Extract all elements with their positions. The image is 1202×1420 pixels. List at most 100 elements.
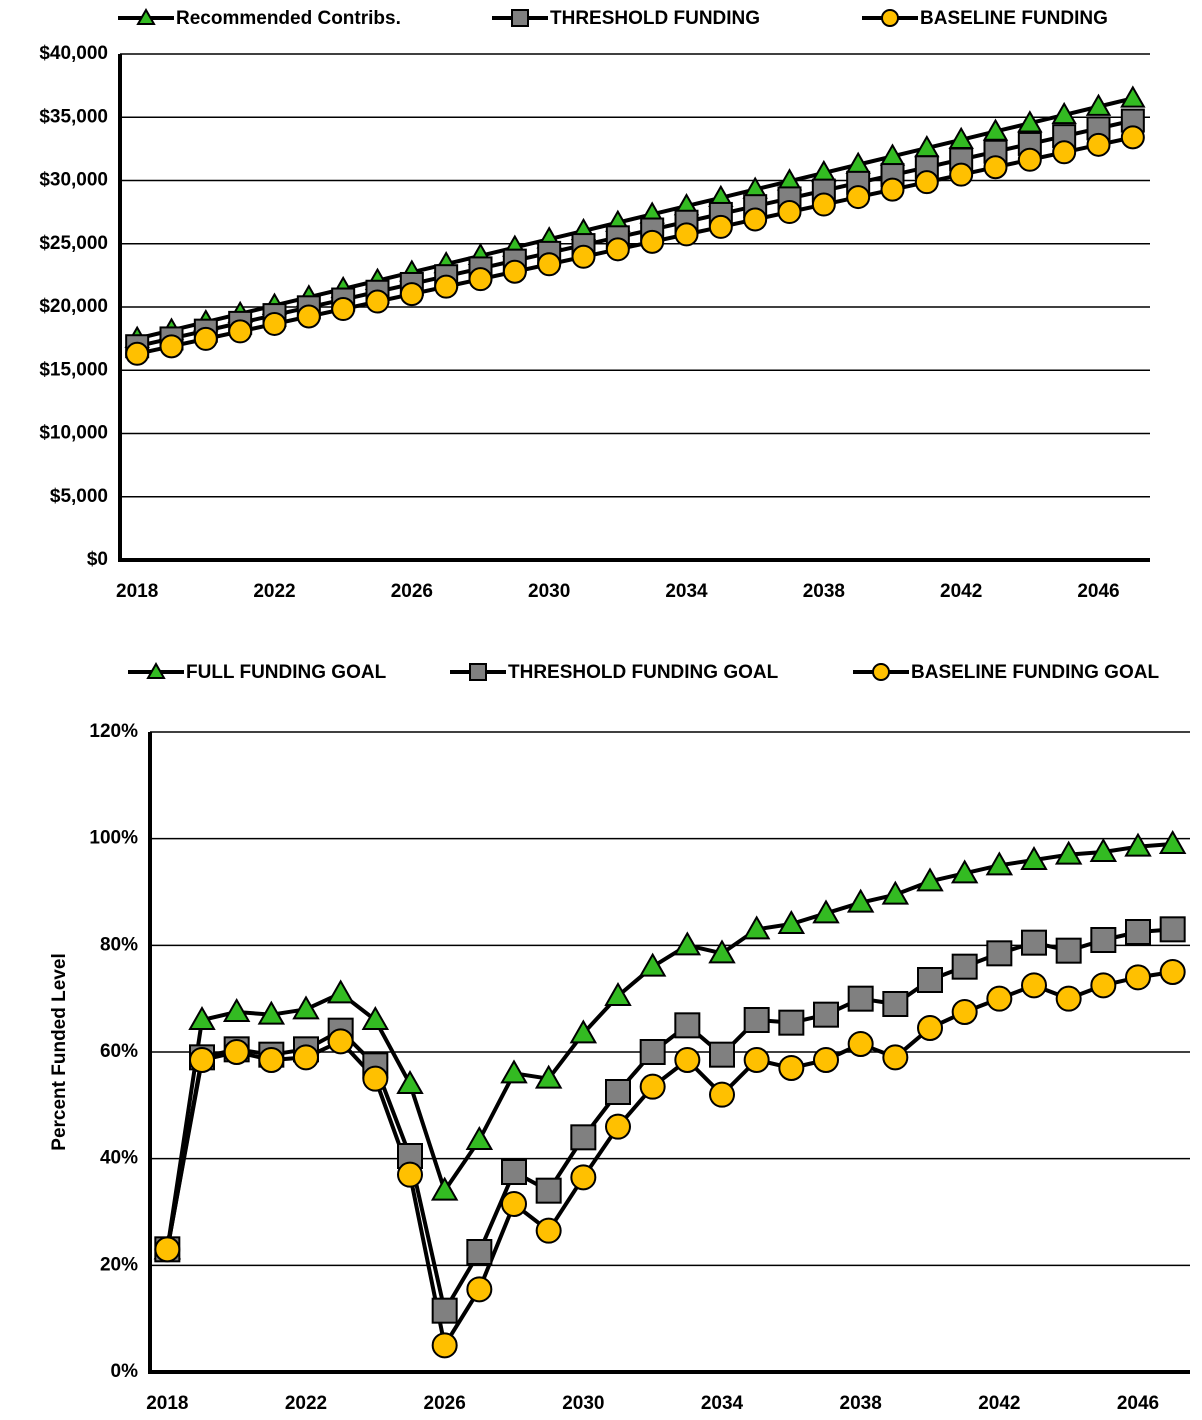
x-tick-label: 2030: [562, 1393, 604, 1414]
x-tick-label: 2042: [940, 581, 982, 602]
marker: [914, 170, 939, 195]
x-tick-label: 2038: [840, 1393, 882, 1414]
marker: [950, 859, 979, 884]
x-tick-label: 2034: [701, 1393, 744, 1414]
marker: [1158, 829, 1187, 854]
marker: [570, 1164, 597, 1191]
series-line: [136, 96, 1134, 341]
marker: [1052, 140, 1077, 165]
marker: [743, 1007, 770, 1033]
legend-label: BASELINE FUNDING: [920, 8, 1108, 29]
marker: [1090, 927, 1117, 953]
marker: [1055, 985, 1082, 1012]
marker: [362, 1065, 389, 1092]
marker: [1120, 125, 1145, 150]
marker: [1125, 964, 1151, 991]
y-tick-label: $15,000: [39, 359, 108, 380]
marker: [258, 1047, 285, 1073]
marker: [466, 1276, 493, 1303]
marker: [431, 1332, 458, 1359]
marker: [638, 952, 667, 977]
marker: [434, 274, 459, 299]
marker: [709, 1041, 735, 1068]
x-tick-label: 2018: [116, 581, 158, 602]
marker: [986, 985, 1013, 1012]
y-tick-label: 0%: [111, 1361, 139, 1382]
marker: [847, 985, 874, 1012]
marker: [571, 244, 596, 269]
marker: [882, 991, 909, 1017]
marker: [916, 867, 944, 892]
marker: [673, 931, 702, 956]
marker: [985, 851, 1014, 876]
marker: [159, 334, 184, 359]
marker: [1086, 132, 1111, 157]
marker: [951, 953, 978, 980]
marker: [292, 995, 320, 1020]
marker: [605, 1113, 631, 1140]
legend-label: THRESHOLD FUNDING: [550, 8, 760, 29]
marker: [1020, 845, 1048, 870]
x-tick-label: 2042: [978, 1393, 1020, 1414]
y-tick-label: $20,000: [39, 296, 108, 317]
marker: [708, 939, 736, 964]
y-tick-label: $0: [87, 549, 108, 570]
y-tick-label: 60%: [100, 1041, 138, 1062]
marker: [331, 297, 356, 322]
marker: [605, 237, 630, 262]
y-tick-label: $10,000: [39, 423, 108, 444]
marker: [501, 1191, 527, 1217]
marker: [1051, 101, 1077, 125]
marker: [743, 207, 768, 232]
y-tick-label: 100%: [89, 828, 138, 849]
marker: [500, 1059, 528, 1084]
marker: [468, 267, 493, 292]
marker: [917, 967, 943, 993]
marker: [1021, 929, 1047, 956]
marker: [778, 1055, 805, 1081]
marker: [570, 1124, 597, 1151]
marker: [136, 7, 156, 25]
legend-label: Recommended Contribs.: [176, 8, 401, 29]
marker: [778, 1009, 805, 1036]
legend-label: BASELINE FUNDING GOAL: [911, 662, 1159, 683]
marker: [534, 1064, 563, 1089]
x-tick-label: 2034: [665, 581, 708, 602]
marker: [365, 289, 390, 314]
y-tick-label: 120%: [89, 721, 138, 742]
marker: [469, 663, 487, 681]
marker: [537, 252, 562, 277]
x-tick-label: 2046: [1077, 581, 1119, 602]
marker: [674, 1047, 701, 1073]
marker: [361, 1005, 390, 1030]
x-tick-label: 2038: [803, 581, 845, 602]
marker: [146, 661, 166, 679]
marker: [431, 1297, 458, 1324]
marker: [569, 1019, 598, 1044]
marker: [951, 999, 978, 1025]
marker: [399, 282, 424, 307]
marker: [640, 229, 665, 254]
marker: [1159, 916, 1186, 943]
x-tick-label: 2030: [528, 581, 570, 602]
legend-label: THRESHOLD FUNDING GOAL: [508, 662, 779, 683]
marker: [397, 1161, 423, 1188]
marker: [1120, 85, 1146, 108]
marker: [674, 222, 699, 247]
marker: [986, 940, 1013, 967]
marker: [154, 1236, 181, 1263]
marker: [465, 1125, 494, 1150]
marker: [983, 155, 1008, 180]
marker: [1017, 147, 1042, 172]
y-tick-label: $30,000: [39, 170, 108, 191]
marker: [742, 915, 771, 940]
marker: [222, 997, 251, 1022]
marker: [881, 9, 899, 27]
marker: [257, 1000, 286, 1025]
marker: [535, 1217, 562, 1244]
x-tick-label: 2046: [1117, 1393, 1159, 1414]
y-tick-label: $25,000: [39, 233, 108, 254]
marker: [1159, 959, 1186, 985]
x-tick-label: 2022: [285, 1393, 327, 1414]
